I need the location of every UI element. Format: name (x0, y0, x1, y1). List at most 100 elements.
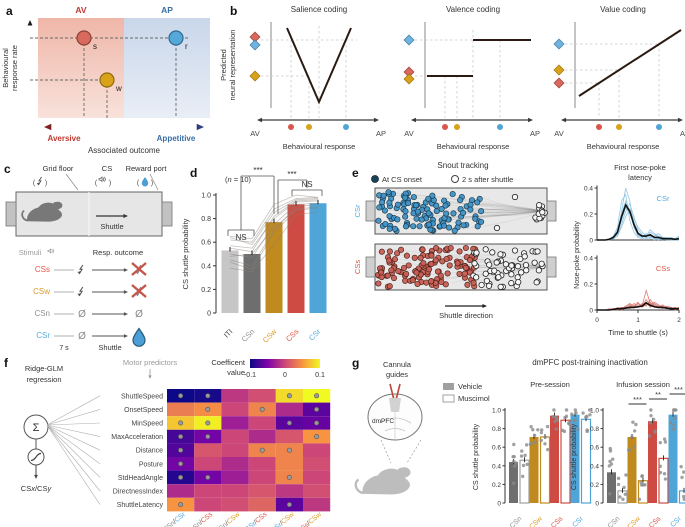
figure-shape (680, 475, 684, 480)
point-label-r: r (185, 42, 188, 51)
figure-shape (573, 408, 578, 412)
static-text: ) (109, 178, 112, 187)
figure-shape (555, 418, 559, 422)
static-text: 0.6 (492, 445, 501, 452)
figure-shape (394, 216, 401, 223)
figure-shape (473, 249, 480, 256)
bar-vehicle-CSs-0 (550, 415, 559, 503)
figure-shape (440, 222, 448, 229)
figure-shape (640, 483, 644, 487)
static-text: 0.2 (584, 212, 593, 219)
subject-line-3 (229, 202, 319, 258)
significance-dot (286, 393, 292, 399)
shuttle-prob-ylabel-1: CS shuttle probability (571, 423, 578, 490)
figure-shape (462, 264, 469, 271)
heatmap-cell-7-3 (248, 484, 276, 498)
figure-shape (412, 202, 420, 209)
predictor-label-Distance: Distance (136, 448, 163, 455)
ap-axis-label: AP (376, 129, 386, 138)
figure-shape (662, 437, 667, 441)
bar-vehicle-CSr-0 (570, 414, 580, 503)
predictor-label-Posture: Posture (139, 461, 163, 468)
figure-shape (456, 248, 463, 255)
method-label-1: Ridge-GLM (25, 364, 63, 373)
appetitive-region (124, 18, 210, 118)
figure-shape: CSr (270, 521, 284, 527)
figure-shape (543, 442, 547, 446)
g-xtick-CSn-0: CSn (509, 515, 524, 527)
latency-label-CSr: CSr (657, 194, 670, 203)
figure-shape (511, 454, 515, 459)
figure-shape (123, 312, 128, 316)
figure-shape (400, 264, 408, 271)
figure-shape (632, 445, 637, 449)
figure-shape (123, 268, 128, 272)
figure-shape (362, 467, 411, 495)
static-text: 0 (595, 317, 599, 324)
shock-bolt-icon (37, 176, 42, 186)
figure-shape (588, 413, 592, 417)
bar-muscimol-CSw-0 (539, 436, 551, 504)
gold-diamond-marker (553, 64, 565, 76)
significance-dot (178, 447, 184, 453)
figure-shape: response rate (10, 45, 19, 91)
figure-shape (677, 117, 683, 123)
figure-shape (46, 424, 101, 505)
figure-shape (417, 254, 424, 261)
figure-shape (513, 464, 517, 468)
colorbar (250, 359, 320, 368)
heatmap-cell-8-5 (303, 497, 331, 512)
coding-title-0: Salience coding (291, 5, 347, 14)
static-text: -0.1 (244, 372, 256, 379)
figure-shape (379, 199, 386, 206)
heatmap-cell-1-4 (275, 402, 303, 417)
figure-shape (682, 470, 685, 474)
figure-shape (382, 220, 389, 228)
point-label-s: s (93, 42, 97, 51)
figure-shape (682, 497, 685, 501)
heatmap-cell-5-5 (303, 457, 331, 471)
bar-ITI (221, 250, 239, 313)
static-text: 1.0 (492, 408, 501, 415)
figure-shape (98, 176, 103, 183)
figure-shape (385, 189, 392, 196)
xtick-CSw: CSw (261, 327, 279, 345)
panel-b-ylabel: Predictedneural representation (219, 30, 237, 101)
outcome-point-s (76, 30, 92, 46)
figure-shape (493, 224, 501, 232)
figure-shape (446, 224, 453, 231)
heatmap-cell-3-4 (275, 429, 303, 444)
figure-shape (386, 257, 393, 264)
figure-shape (451, 227, 458, 234)
figure-shape (643, 483, 647, 487)
behavioural-response-label: Behavioural response (437, 142, 510, 151)
heatmap-cell-5-2 (221, 457, 249, 471)
figure-shape (543, 435, 547, 439)
figure-shape: CSs (200, 511, 215, 525)
session-title-0: Pre-session (530, 380, 570, 389)
heatmap-cell-2-3 (248, 416, 276, 430)
figure-shape (437, 272, 444, 279)
figure-shape (409, 277, 416, 284)
legend-vehicle-swatch (443, 383, 454, 390)
cs-label: CS (102, 164, 112, 173)
figure-shape (546, 200, 557, 222)
point-label-w: w (115, 84, 122, 93)
panel-g-letter: g (352, 356, 360, 370)
figure-shape (493, 259, 500, 266)
figure-shape (77, 293, 81, 297)
figure-shape (461, 270, 468, 277)
figure-shape (658, 440, 662, 445)
legend-muscimol-label: Muscimol (458, 394, 490, 403)
coding-title-1: Valence coding (446, 5, 500, 14)
figure-shape (402, 223, 410, 230)
blue-diamond-marker (403, 34, 415, 46)
figure-shape (460, 222, 467, 229)
figure-shape (386, 225, 393, 232)
figure-shape (428, 260, 435, 268)
figure-shape (570, 412, 574, 416)
static-text: 0 (497, 501, 501, 508)
figure-shape (390, 274, 398, 282)
stimulus-label-CSn: CSn (34, 309, 50, 318)
figure-shape (378, 248, 385, 255)
